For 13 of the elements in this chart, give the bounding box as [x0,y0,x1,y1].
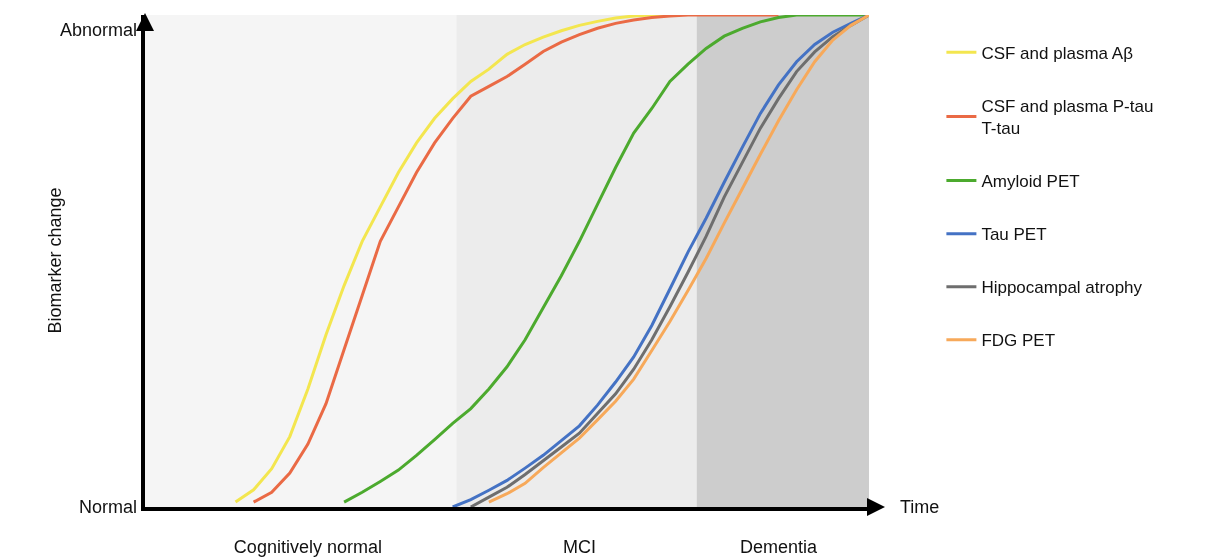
legend-label: Tau PET [981,225,1047,245]
x-tick-label: Dementia [739,536,818,557]
x-tick-label: Cognitively normal [233,536,382,557]
y-axis-title: Biomarker change [44,187,65,334]
legend-label: CSF and plasma P-tau T-tau [981,96,1154,139]
legend-label: Hippocampal atrophy [981,278,1143,298]
x-tick-label: MCI [562,536,596,557]
text: Abnormal [60,20,138,40]
legend-label: Amyloid PET [981,172,1080,192]
legend-label: FDG PET [981,331,1056,351]
text: Normal [79,497,138,517]
legend-label: CSF and plasma Aβ [981,43,1134,63]
x-axis-title: Time [900,497,940,517]
